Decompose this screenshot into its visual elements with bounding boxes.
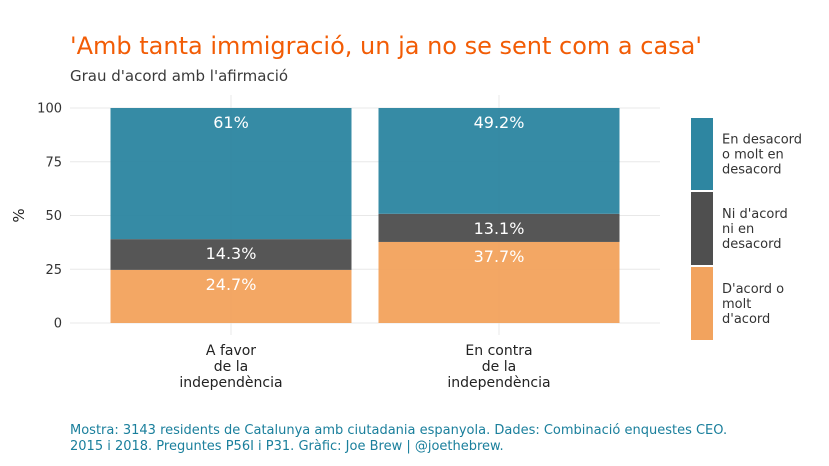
legend-label-line: desacord — [722, 163, 781, 178]
legend-key — [691, 267, 713, 340]
bar-data-label: 61% — [213, 113, 249, 132]
x-tick-label-line: de la — [482, 359, 516, 375]
bar-data-label: 13.1% — [474, 219, 525, 238]
bar-segment — [378, 108, 620, 214]
legend-label-line: ni en — [722, 222, 754, 237]
bar-segment — [378, 241, 620, 323]
x-tick-label: A favor de la independència — [179, 343, 282, 391]
bar-data-label: 24.7% — [206, 275, 257, 294]
bar-data-label: 49.2% — [474, 113, 525, 132]
x-tick-label: En contra de la independència — [447, 343, 550, 391]
caption-line-2: 2015 i 2018. Preguntes P56I i P31. Gràfi… — [70, 439, 504, 454]
legend-label: D'acord o molt d'acord — [722, 282, 784, 327]
y-tick-label: 0 — [54, 317, 62, 332]
legend-label-line: desacord — [722, 237, 781, 252]
legend-label: Ni d'acord ni en desacord — [722, 207, 788, 252]
bar-segment — [110, 269, 352, 323]
x-tick-label-line: independència — [179, 375, 282, 391]
legend-key — [691, 118, 713, 190]
x-tick-label-line: En contra — [465, 343, 532, 359]
bar-segment — [378, 213, 620, 242]
bar-segment — [110, 239, 352, 270]
bar-segment — [110, 108, 352, 240]
legend-label-line: o molt en — [722, 148, 784, 163]
bar-data-label: 14.3% — [206, 244, 257, 263]
chart-title: 'Amb tanta immigració, un ja no se sent … — [70, 32, 702, 60]
y-tick-label: 75 — [45, 155, 62, 170]
y-tick-label: 25 — [45, 263, 62, 278]
x-tick-label-line: A favor — [206, 343, 256, 359]
y-tick-label: 100 — [37, 102, 62, 117]
x-tick-label-line: de la — [214, 359, 248, 375]
caption-line-1: Mostra: 3143 residents de Catalunya amb … — [70, 423, 728, 438]
bar-data-label: 37.7% — [474, 247, 525, 266]
legend-label-line: molt — [722, 297, 751, 312]
legend-label: En desacord o molt en desacord — [722, 133, 802, 178]
y-tick-label: 50 — [45, 209, 62, 224]
legend-key — [691, 192, 713, 265]
chart-subtitle: Grau d'acord amb l'afirmació — [70, 67, 289, 85]
y-axis-title: % — [10, 208, 28, 222]
legend-label-line: d'acord — [722, 312, 770, 327]
x-tick-label-line: independència — [447, 375, 550, 391]
legend-label-line: D'acord o — [722, 282, 784, 297]
legend-label-line: Ni d'acord — [722, 207, 788, 222]
chart-caption: Mostra: 3143 residents de Catalunya amb … — [70, 423, 810, 455]
legend-label-line: En desacord — [722, 133, 802, 148]
